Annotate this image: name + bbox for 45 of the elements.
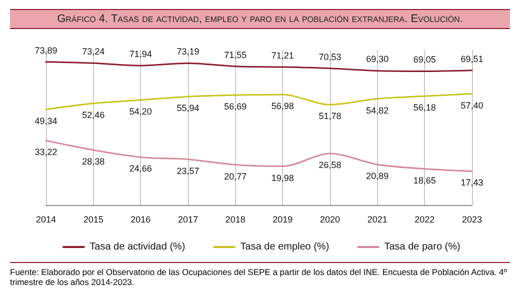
data-label: 71,21 (271, 50, 294, 61)
data-label: 20,89 (366, 171, 389, 182)
data-label: 57,40 (460, 100, 484, 110)
chart-title: Gráfico 4. Tasas de actividad, empleo y paro en la población extranjera. Evolución. (10, 9, 510, 29)
data-label: 49,34 (34, 116, 58, 126)
data-label: 70,53 (318, 52, 342, 62)
data-label: 19,98 (271, 172, 294, 183)
legend-label: Tasa de actividad (%) (90, 242, 186, 252)
data-label: 71,55 (224, 50, 247, 60)
data-label: 73,24 (82, 46, 105, 57)
data-label: 54,20 (129, 106, 152, 116)
data-label: 71,94 (129, 49, 152, 60)
data-label: 28,38 (82, 156, 105, 167)
source-note: Fuente: Elaborado por el Observatorio de las Ocupaciones del SEPE a partir de los datos del INE. Encuesta de Población Activa. 4º trimestre de los años 2014-2023. (10, 262, 510, 287)
data-label: 33,22 (34, 147, 58, 158)
data-label: 56,69 (224, 102, 247, 112)
data-label: 69,30 (366, 54, 389, 64)
x-tick-label: 2016 (130, 214, 151, 224)
x-tick-label: 2017 (178, 214, 198, 224)
x-tick-label: 2019 (272, 214, 293, 224)
x-tick-label: 2023 (462, 214, 482, 224)
x-tick-label: 2014 (36, 214, 56, 224)
data-label: 56,18 (413, 102, 436, 113)
data-label: 17,43 (460, 178, 484, 188)
data-label: 18,65 (413, 175, 436, 186)
data-label: 26,58 (318, 160, 342, 170)
data-label: 55,94 (176, 103, 200, 114)
legend-label: Tasa de empleo (%) (240, 242, 330, 252)
data-label: 73,19 (176, 46, 200, 57)
data-label: 56,98 (271, 101, 294, 112)
data-label: 69,05 (413, 54, 436, 65)
x-tick-label: 2018 (225, 214, 246, 224)
x-tick-label: 2021 (367, 214, 388, 224)
data-label: 73,89 (34, 45, 58, 56)
data-label: 69,51 (460, 54, 484, 64)
data-label: 23,57 (176, 166, 200, 176)
data-label: 20,77 (224, 171, 247, 182)
data-label: 52,46 (82, 110, 105, 120)
data-label: 51,78 (318, 111, 342, 122)
data-label: 54,82 (366, 105, 389, 116)
x-tick-label: 2020 (320, 214, 340, 224)
legend-label: Tasa de paro (%) (384, 242, 460, 252)
x-tick-label: 2022 (414, 214, 435, 224)
data-label: 24,66 (129, 164, 152, 174)
x-tick-label: 2015 (83, 214, 104, 224)
